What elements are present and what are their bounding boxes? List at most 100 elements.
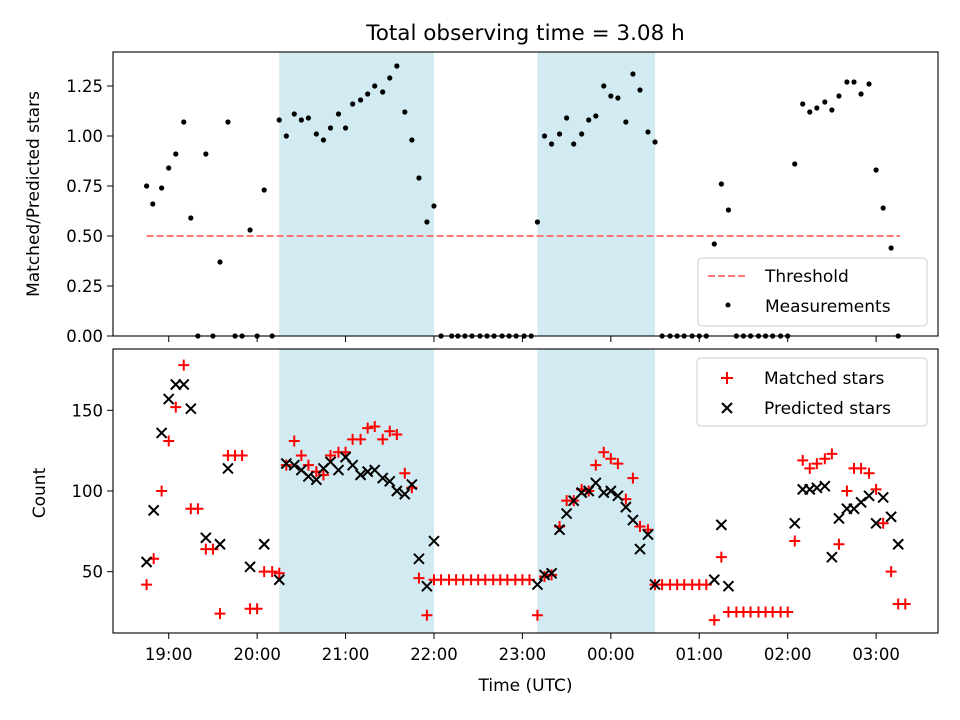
predicted-star-marker-52 (715, 519, 728, 531)
matched-star-marker-20 (288, 435, 300, 447)
predicted-star-marker-6 (185, 402, 197, 415)
predicted-star-marker-7 (200, 532, 212, 544)
matched-stars-markers (141, 359, 911, 626)
measurement-point-30 (365, 91, 371, 97)
matched-star-marker-37 (413, 572, 425, 584)
x-tick-label-0: 19:00 (145, 645, 193, 664)
matched-star-marker-22 (302, 459, 314, 471)
measurement-point-69 (652, 139, 658, 145)
matched-star-marker-15 (251, 603, 263, 615)
measurement-point-93 (829, 107, 835, 113)
matched-star-marker-3 (163, 435, 175, 447)
predicted-star-marker-34 (531, 578, 544, 591)
measurement-point-61 (593, 113, 599, 119)
matched-star-marker-29 (355, 433, 367, 445)
matched-star-marker-78 (715, 551, 727, 563)
measurement-point-19 (283, 133, 289, 139)
top-y-ticks: 0.00 0.25 0.50 0.75 1.00 1.25 (66, 77, 113, 346)
measurement-point-0 (144, 183, 150, 189)
matched-star-marker-10 (214, 608, 226, 620)
top-ytick-label-1: 0.25 (66, 277, 103, 296)
matched-star-marker-35 (399, 467, 411, 479)
matched-star-marker-13 (236, 450, 248, 461)
measurement-point-55 (548, 141, 555, 147)
measurement-point-1 (150, 201, 156, 207)
top-axes-frame (112, 51, 939, 337)
matched-star-marker-18 (273, 567, 285, 579)
measurement-point-32 (380, 89, 386, 95)
measurement-point-28 (350, 101, 356, 107)
shaded-interval-1 (537, 349, 656, 633)
top-ytick-label-5: 1.25 (66, 77, 103, 96)
matched-star-marker-4 (170, 401, 182, 413)
matched-star-marker-100 (877, 517, 889, 529)
matched-star-marker-91 (811, 458, 823, 470)
matched-star-marker-19 (280, 459, 292, 471)
predicted-star-marker-58 (819, 480, 831, 492)
predicted-star-marker-63 (855, 496, 867, 509)
legend-matched-swatch (721, 372, 733, 384)
matched-star-marker-95 (841, 485, 853, 497)
measurement-point-67 (637, 87, 643, 93)
measurement-point-57 (564, 115, 570, 121)
predicted-star-marker-17 (310, 473, 323, 486)
bottom-panel: 50 100 150 19:00 20:00 21:00 22:00 23:00 00:00 0… (30, 348, 939, 696)
matched-star-marker-25 (325, 450, 337, 461)
matched-star-marker-53 (531, 609, 543, 621)
predicted-stars-markers (140, 378, 904, 592)
predicted-star-marker-49 (642, 528, 654, 541)
x-tick-label-5: 00:00 (587, 645, 635, 664)
matched-star-marker-32 (377, 433, 389, 445)
measurement-point-64 (615, 95, 621, 101)
matched-star-marker-55 (546, 569, 558, 581)
matched-star-marker-64 (612, 458, 624, 470)
predicted-star-marker-64 (863, 490, 875, 502)
predicted-star-marker-32 (421, 580, 433, 592)
measurement-point-21 (298, 117, 304, 123)
top-y-axis-label: Matched/Predicted stars (24, 91, 44, 297)
top-x-ticks (168, 336, 877, 342)
predicted-star-marker-38 (560, 507, 573, 520)
measurement-point-101 (888, 245, 894, 251)
bottom-ytick-label-2: 150 (72, 401, 104, 420)
measurement-point-37 (416, 175, 422, 181)
matched-star-marker-21 (295, 450, 307, 461)
predicted-star-marker-3 (162, 393, 175, 405)
x-tick-label-2: 21:00 (322, 645, 370, 664)
measurement-point-23 (313, 131, 319, 137)
measurement-point-77 (711, 241, 717, 247)
legend-predicted-swatch (721, 402, 733, 414)
matched-star-marker-9 (207, 543, 219, 555)
measurement-point-38 (424, 219, 430, 225)
top-shaded-intervals (279, 52, 656, 336)
matched-star-marker-90 (804, 462, 816, 474)
matched-star-marker-99 (870, 483, 882, 495)
predicted-star-marker-42 (590, 477, 602, 489)
predicted-star-marker-50 (649, 578, 661, 591)
measurement-point-35 (402, 109, 408, 115)
matched-star-marker-77 (708, 614, 720, 626)
legend-threshold-label: Threshold (764, 267, 849, 287)
matched-star-marker-94 (833, 538, 845, 550)
x-tick-label-3: 22:00 (410, 645, 458, 664)
measurement-point-60 (586, 117, 592, 123)
x-tick-label-6: 01:00 (675, 645, 723, 664)
matched-star-marker-62 (598, 446, 610, 458)
predicted-star-marker-20 (332, 464, 345, 476)
legend-measurements-label: Measurements (765, 297, 891, 317)
predicted-star-marker-47 (627, 514, 639, 526)
measurement-point-95 (844, 79, 850, 85)
matched-star-marker-93 (826, 448, 838, 460)
predicted-star-marker-36 (545, 567, 558, 580)
matched-star-marker-33 (384, 425, 396, 437)
shaded-interval-1 (537, 52, 656, 336)
bottom-y-axis-label: Count (30, 467, 50, 518)
x-tick-label-1: 20:00 (233, 645, 281, 664)
measurement-point-4 (173, 151, 179, 157)
matched-star-marker-5 (178, 359, 190, 371)
predicted-star-marker-65 (870, 517, 882, 529)
predicted-star-marker-28 (391, 485, 403, 497)
measurement-point-62 (601, 83, 607, 89)
measurement-point-6 (188, 215, 194, 221)
matched-star-marker-2 (156, 485, 168, 497)
